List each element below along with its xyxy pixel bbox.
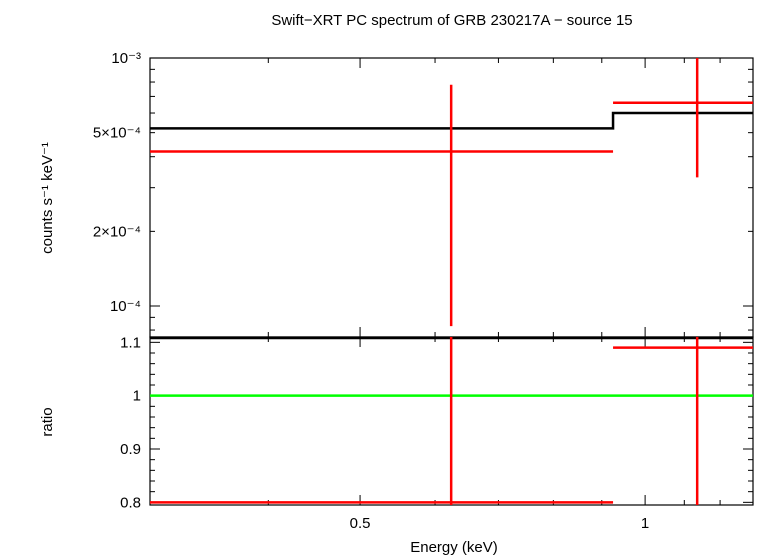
x-axis-label: Energy (keV) (410, 539, 498, 556)
y-axis-label-spectrum: counts s⁻¹ keV⁻¹ (39, 142, 56, 254)
chart-title: Swift−XRT PC spectrum of GRB 230217A − s… (271, 12, 632, 29)
spectrum-y-tick-label: 2×10⁻⁴ (93, 223, 141, 240)
data-point (150, 84, 614, 327)
ratio-point (150, 337, 614, 505)
data-point (613, 58, 753, 178)
y-axis-label-ratio: ratio (39, 407, 56, 436)
model-line (150, 111, 753, 130)
spectrum-y-tick-label: 10⁻³ (111, 50, 141, 67)
ratio-y-tick-label: 1.1 (120, 334, 141, 351)
ratio-point (613, 337, 753, 505)
spectrum-marks (150, 58, 753, 327)
spectrum-axes: 10⁻³ 5×10⁻⁴ 2×10⁻⁴ 10⁻⁴ (93, 50, 754, 338)
ratio-y-tick-label: 0.9 (120, 441, 141, 458)
ratio-marks (150, 336, 753, 505)
x-tick-label: 1 (641, 515, 649, 532)
ratio-y-tick-label: 1 (133, 388, 141, 405)
spectrum-y-tick-label: 5×10⁻⁴ (93, 125, 141, 142)
x-tick-label: 0.5 (350, 515, 371, 532)
ratio-y-tick-label: 0.8 (120, 494, 141, 511)
spectrum-y-tick-label: 10⁻⁴ (110, 298, 141, 315)
